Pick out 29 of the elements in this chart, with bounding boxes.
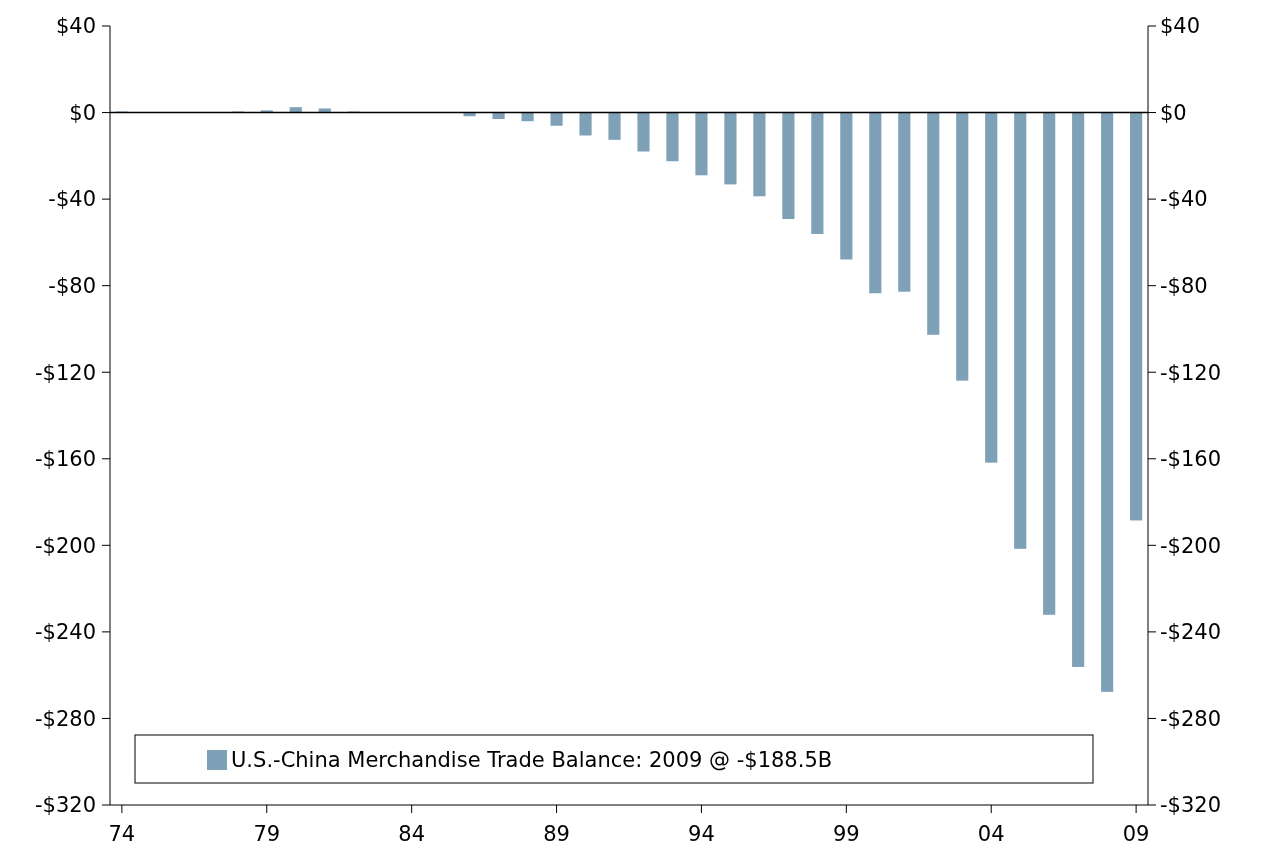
y2-tick-label: -$160 [1160,447,1222,472]
y-tick-label: $0 [69,100,96,125]
y2-tick-label: -$320 [1160,793,1222,818]
x-tick-label: 84 [398,822,426,846]
y2-tick-label: -$200 [1160,533,1222,558]
y-tick-label: -$120 [34,360,96,385]
y-tick-label: -$320 [34,793,96,818]
x-tick-label: 09 [1122,822,1150,846]
x-tick-label: 99 [832,822,860,846]
y2-tick-label: -$40 [1160,187,1208,212]
x-tick-label: 79 [253,822,281,846]
y-tick-label: -$200 [34,533,96,558]
legend-label: U.S.-China Merchandise Trade Balance: 2009 @ -$188.5B [231,748,833,772]
y2-tick-label: -$280 [1160,706,1222,731]
y-tick-label: -$160 [34,447,96,472]
y-tick-label: -$80 [48,274,96,299]
x-tick-label: 74 [108,822,136,846]
y2-tick-label: -$80 [1160,274,1208,299]
x-tick-label: 94 [688,822,715,846]
y-tick-label: -$40 [48,187,96,212]
y-tick-label: $40 [55,14,96,39]
y2-tick-label: $40 [1160,14,1201,39]
y2-tick-label: -$240 [1160,620,1222,645]
x-tick-label: 04 [977,822,1005,846]
y-tick-label: -$280 [34,706,96,731]
x-tick-label: 89 [543,822,570,846]
y-tick-label: -$240 [34,620,96,645]
y2-tick-label: $0 [1160,100,1187,125]
y2-tick-label: -$120 [1160,360,1222,385]
